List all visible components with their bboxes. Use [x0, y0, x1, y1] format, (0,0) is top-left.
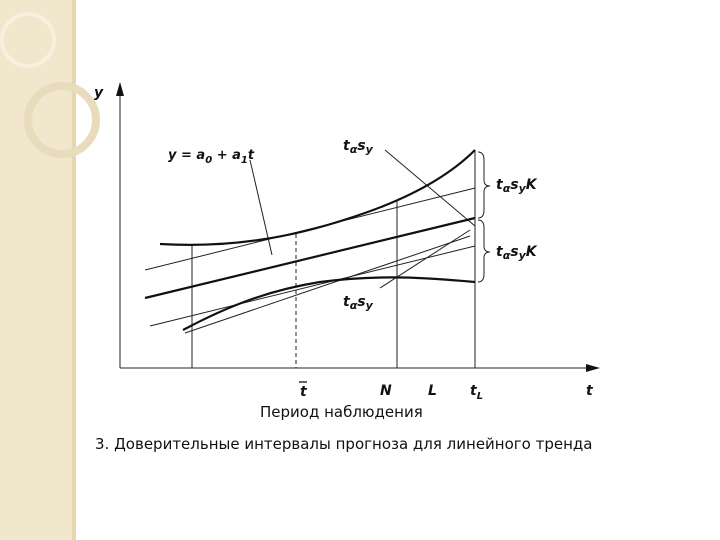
lower-forecast-label: tαsyK: [496, 244, 538, 262]
text-sub: 0: [205, 155, 212, 166]
text-sub: y: [366, 299, 374, 312]
text-sub: 1: [241, 155, 248, 166]
caption: 3. Доверительные интервалы прогноза для …: [95, 435, 592, 453]
brace: [477, 219, 491, 283]
lower-band-label: tαsy: [343, 294, 374, 312]
trend-formula: y = a0 + a1t: [168, 148, 255, 166]
brace: [477, 151, 491, 219]
decor-circle: [0, 12, 56, 68]
mean-t-label: t: [300, 384, 308, 400]
x-arrow: [586, 364, 600, 372]
text-sub: α: [503, 182, 511, 195]
text-part: K: [526, 177, 538, 193]
y-arrow: [116, 82, 124, 96]
text-part: t: [470, 383, 478, 399]
text-part: t: [343, 138, 351, 154]
upper-band: [159, 149, 476, 246]
l-label: L: [428, 383, 437, 399]
text-sub: α: [350, 299, 358, 312]
text-part: s: [357, 294, 365, 310]
text-sub: y: [519, 182, 527, 195]
n-label: N: [380, 383, 392, 399]
x-label: t: [586, 383, 594, 399]
pointer: [384, 149, 476, 227]
text-part: y = a: [168, 148, 205, 163]
tl-label: tL: [470, 383, 483, 402]
text-part: t: [343, 294, 351, 310]
text-part: s: [510, 177, 518, 193]
text-sub: L: [477, 391, 483, 402]
text-part: t: [496, 244, 504, 260]
text-part: K: [526, 244, 538, 260]
text-part: t: [496, 177, 504, 193]
text-sub: y: [519, 249, 527, 262]
side-strip: [0, 0, 72, 540]
side-strip-edge: [72, 0, 76, 540]
text-part: + a: [212, 148, 241, 163]
lower-extension: [184, 235, 471, 334]
x-axis-title: Период наблюдения: [260, 403, 423, 421]
text-sub: y: [366, 143, 374, 156]
decor-circle: [24, 82, 100, 158]
text-sub: α: [350, 143, 358, 156]
text-part: t: [248, 148, 255, 163]
text-sub: α: [503, 249, 511, 262]
lower-parallel: [149, 245, 476, 327]
text-part: s: [357, 138, 365, 154]
y-label: y: [94, 85, 104, 101]
upper-forecast-label: tαsyK: [496, 177, 538, 195]
lower-band: [182, 276, 476, 331]
text-part: s: [510, 244, 518, 260]
upper-band-label: tαsy: [343, 138, 374, 156]
trend-line: [144, 216, 476, 300]
